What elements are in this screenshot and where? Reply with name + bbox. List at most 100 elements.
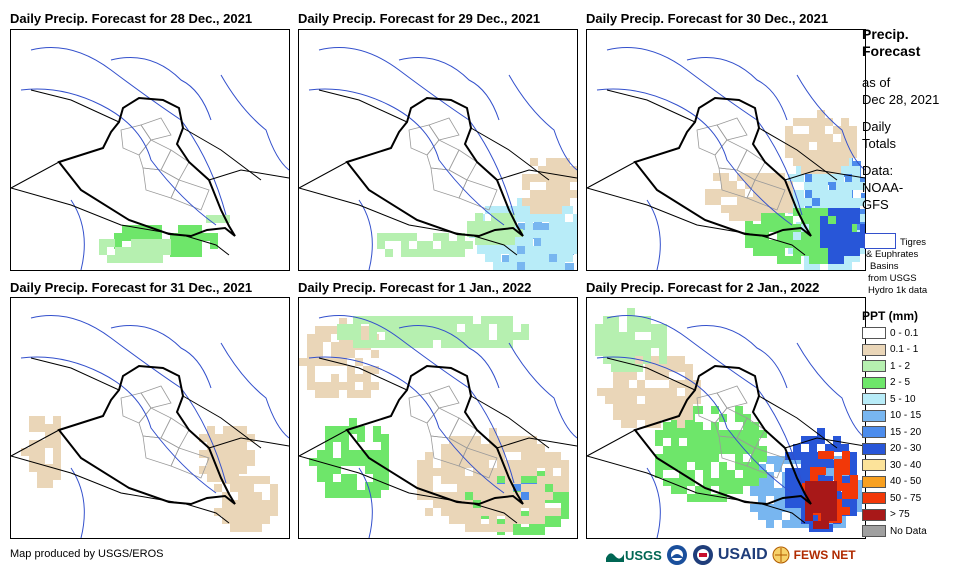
precip-cell — [481, 508, 489, 516]
precip-cell — [817, 436, 825, 444]
precip-cell — [231, 466, 239, 474]
precip-cell — [517, 206, 525, 214]
precip-cell — [621, 372, 629, 380]
basin-boundary — [358, 199, 373, 270]
precip-cell — [766, 504, 774, 512]
precip-cell — [365, 490, 373, 498]
precip-cell — [371, 350, 379, 358]
precip-cell — [254, 516, 262, 524]
neighbor-border — [299, 455, 518, 524]
precip-cell — [525, 238, 533, 246]
precip-cell — [751, 422, 759, 430]
precip-cell — [793, 500, 801, 508]
neighbor-border — [11, 429, 289, 457]
precip-cell — [522, 182, 530, 190]
precip-cell — [513, 332, 521, 340]
precip-cell — [793, 484, 801, 492]
precip-cell — [231, 426, 239, 434]
precip-cell — [753, 205, 761, 213]
precip-cell — [635, 316, 643, 324]
precip-cell — [449, 516, 457, 524]
precip-cell — [761, 240, 769, 248]
precip-cell — [627, 332, 635, 340]
precip-cell — [727, 446, 735, 454]
map-1 — [11, 47, 289, 270]
precip-cell — [844, 190, 852, 198]
precip-cell — [457, 241, 465, 249]
basin-boundary — [646, 467, 661, 538]
precip-cell — [457, 500, 465, 508]
precip-cell — [721, 205, 729, 213]
precip-cell — [239, 442, 247, 450]
precip-cell — [489, 316, 497, 324]
precip-cell — [473, 332, 481, 340]
precip-cell — [761, 248, 769, 256]
precip-cell — [533, 246, 541, 254]
precip-cell — [841, 158, 849, 166]
precip-cell — [315, 350, 323, 358]
precip-cell — [849, 508, 857, 516]
precip-cell — [537, 460, 545, 468]
precip-cell — [825, 460, 833, 468]
precip-cell — [687, 422, 695, 430]
precip-cell — [817, 428, 825, 436]
precip-cell — [347, 390, 355, 398]
precip-cell — [505, 444, 513, 452]
precip-cell — [852, 208, 860, 216]
precip-cell — [705, 189, 713, 197]
precip-cell — [417, 460, 425, 468]
usgs-logo-text: USGS — [625, 547, 662, 563]
precip-cell — [223, 458, 231, 466]
precip-cell — [753, 181, 761, 189]
precip-cell — [449, 508, 457, 516]
precip-cell — [349, 482, 357, 490]
precip-cell — [29, 416, 37, 424]
precip-cell — [828, 256, 836, 264]
precip-cell — [833, 126, 841, 134]
precip-cell — [457, 444, 465, 452]
precip-cell — [331, 374, 339, 382]
precip-cell — [825, 216, 833, 224]
precip-cell — [813, 521, 821, 529]
precip-cell — [565, 254, 573, 262]
precip-cell — [373, 466, 381, 474]
precip-cell — [385, 249, 393, 257]
precip-cell — [549, 230, 557, 238]
precip-cell — [441, 249, 449, 257]
precip-cell — [53, 440, 61, 448]
precip-cell — [703, 494, 711, 502]
precip-cell — [669, 412, 677, 420]
precip-cell — [826, 451, 834, 459]
precip-cell — [349, 450, 357, 458]
precip-cell — [849, 224, 857, 232]
basin-boundary — [508, 74, 577, 171]
precip-cell — [361, 340, 369, 348]
precip-cell — [659, 356, 667, 364]
precip-cell — [849, 142, 857, 150]
precip-cell — [801, 476, 809, 484]
precip-cell — [529, 484, 537, 492]
precip-cell — [37, 472, 45, 480]
precip-cell — [505, 468, 513, 476]
precip-cell — [425, 249, 433, 257]
precip-cell — [333, 458, 341, 466]
precip-cell — [557, 262, 565, 270]
iraq-border — [57, 96, 236, 238]
precip-cell — [825, 476, 833, 484]
precip-cell — [307, 350, 315, 358]
precip-cell — [836, 232, 844, 240]
precip-cell — [538, 190, 546, 198]
precip-cell — [194, 241, 202, 249]
precip-cell — [270, 500, 278, 508]
precip-cell — [751, 470, 759, 478]
precip-cell — [513, 476, 521, 484]
precip-cell — [629, 404, 637, 412]
precip-cell — [497, 492, 505, 500]
precip-cell — [449, 241, 457, 249]
ppt-class-swatch — [862, 475, 886, 488]
precip-cell — [860, 232, 865, 240]
precip-cell — [805, 505, 813, 513]
precip-cell — [323, 358, 331, 366]
precip-cell — [529, 468, 537, 476]
precip-cell — [637, 412, 645, 420]
